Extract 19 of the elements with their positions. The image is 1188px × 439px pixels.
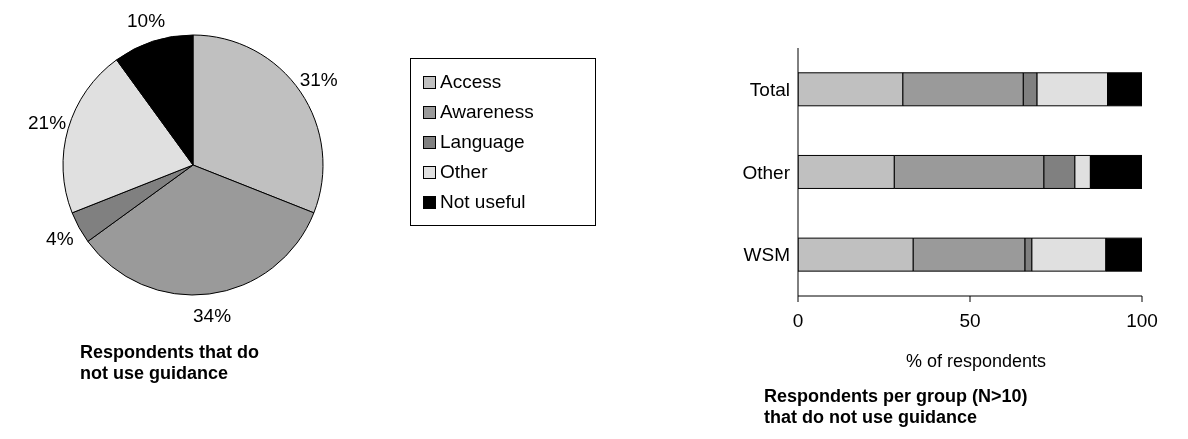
x-axis-title: % of respondents [904,351,1048,372]
text: Respondents that do not use guidance [80,342,260,384]
data-label: 10% [127,9,166,31]
data-label: 34% [193,305,232,327]
data-label: 4% [46,227,74,249]
y-tick-label: Other [742,161,791,183]
legend-label: Awareness [440,101,534,123]
legend-label: Not useful [440,191,526,213]
data-label: 31% [299,69,338,91]
y-tick-label: WSM [743,244,790,266]
legend-label: Language [440,131,525,153]
y-tick-label: Total [749,79,790,101]
x-tick-label: 100 [1126,310,1158,332]
legend-label: Other [440,161,488,183]
data-label: 21% [28,112,67,134]
x-tick-label: 50 [959,310,981,332]
x-tick-label: 0 [792,310,804,332]
legend-label: Access [440,71,502,93]
text: Respondents per group (N>10) that do not use guidance [764,386,1029,428]
